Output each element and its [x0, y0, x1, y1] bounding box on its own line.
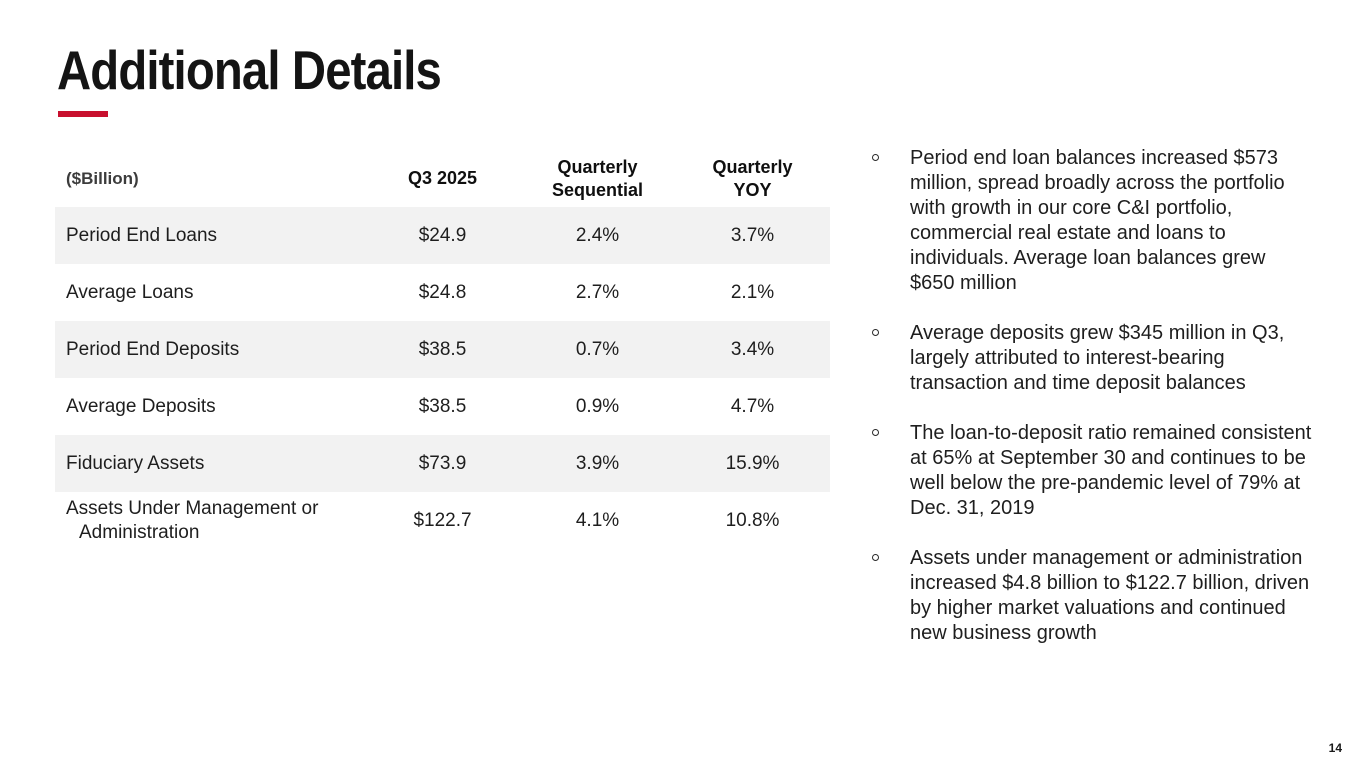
table-unit-label: ($Billion) [66, 168, 139, 188]
table-header-row: ($Billion) Q3 2025 Quarterly Sequential … [55, 150, 830, 207]
title-accent-bar [58, 111, 108, 117]
metrics-table: ($Billion) Q3 2025 Quarterly Sequential … [55, 150, 830, 549]
row-label: Assets Under Management or Administratio… [66, 497, 319, 543]
bullet-text: Period end loan balances increased $573 … [910, 147, 1285, 294]
list-item: Average deposits grew $345 million in Q3… [872, 321, 1316, 396]
row-q3-value: $122.7 [413, 509, 472, 531]
column-header-sequential: Quarterly Sequential [551, 157, 644, 200]
bullet-text: Assets under management or administratio… [910, 547, 1310, 644]
row-sequential-value: 2.4% [575, 224, 620, 246]
row-sequential-value: 0.9% [575, 395, 620, 417]
commentary-bullet-list: Period end loan balances increased $573 … [872, 146, 1316, 646]
row-yoy-value: 3.7% [730, 224, 775, 246]
row-yoy-value: 4.7% [730, 395, 775, 417]
table-row: Average Deposits $38.5 0.9% 4.7% [55, 378, 830, 435]
row-yoy-value: 15.9% [725, 452, 780, 474]
table-row: Average Loans $24.8 2.7% 2.1% [55, 264, 830, 321]
column-header-yoy: Quarterly YOY [712, 157, 793, 200]
row-label: Average Loans [66, 281, 194, 303]
row-label: Period End Loans [66, 224, 218, 246]
row-q3-value: $73.9 [418, 452, 467, 474]
table-row: Period End Deposits $38.5 0.7% 3.4% [55, 321, 830, 378]
circle-bullet-icon [872, 554, 879, 561]
row-yoy-value: 2.1% [730, 281, 775, 303]
table-row: Fiduciary Assets $73.9 3.9% 15.9% [55, 435, 830, 492]
row-label: Fiduciary Assets [66, 452, 205, 474]
row-q3-value: $24.8 [418, 281, 467, 303]
row-sequential-value: 2.7% [575, 281, 620, 303]
list-item: Period end loan balances increased $573 … [872, 146, 1316, 296]
row-sequential-value: 3.9% [575, 452, 620, 474]
list-item: Assets under management or administratio… [872, 546, 1316, 646]
bullet-text: The loan-to-deposit ratio remained consi… [910, 422, 1312, 519]
row-label: Period End Deposits [66, 338, 240, 360]
row-yoy-value: 3.4% [730, 338, 775, 360]
row-q3-value: $38.5 [418, 395, 467, 417]
row-q3-value: $38.5 [418, 338, 467, 360]
row-q3-value: $24.9 [418, 224, 467, 246]
row-label: Average Deposits [66, 395, 216, 417]
row-sequential-value: 0.7% [575, 338, 620, 360]
row-yoy-value: 10.8% [725, 509, 780, 531]
row-sequential-value: 4.1% [575, 509, 620, 531]
page-title: Additional Details [57, 39, 442, 101]
bullet-text: Average deposits grew $345 million in Q3… [910, 322, 1285, 394]
page-number: 14 [1328, 741, 1342, 755]
list-item: The loan-to-deposit ratio remained consi… [872, 421, 1316, 521]
circle-bullet-icon [872, 329, 879, 336]
column-header-q3: Q3 2025 [407, 168, 478, 189]
circle-bullet-icon [872, 154, 879, 161]
table-row: Period End Loans $24.9 2.4% 3.7% [55, 207, 830, 264]
circle-bullet-icon [872, 429, 879, 436]
table-row: Assets Under Management or Administratio… [55, 492, 830, 549]
